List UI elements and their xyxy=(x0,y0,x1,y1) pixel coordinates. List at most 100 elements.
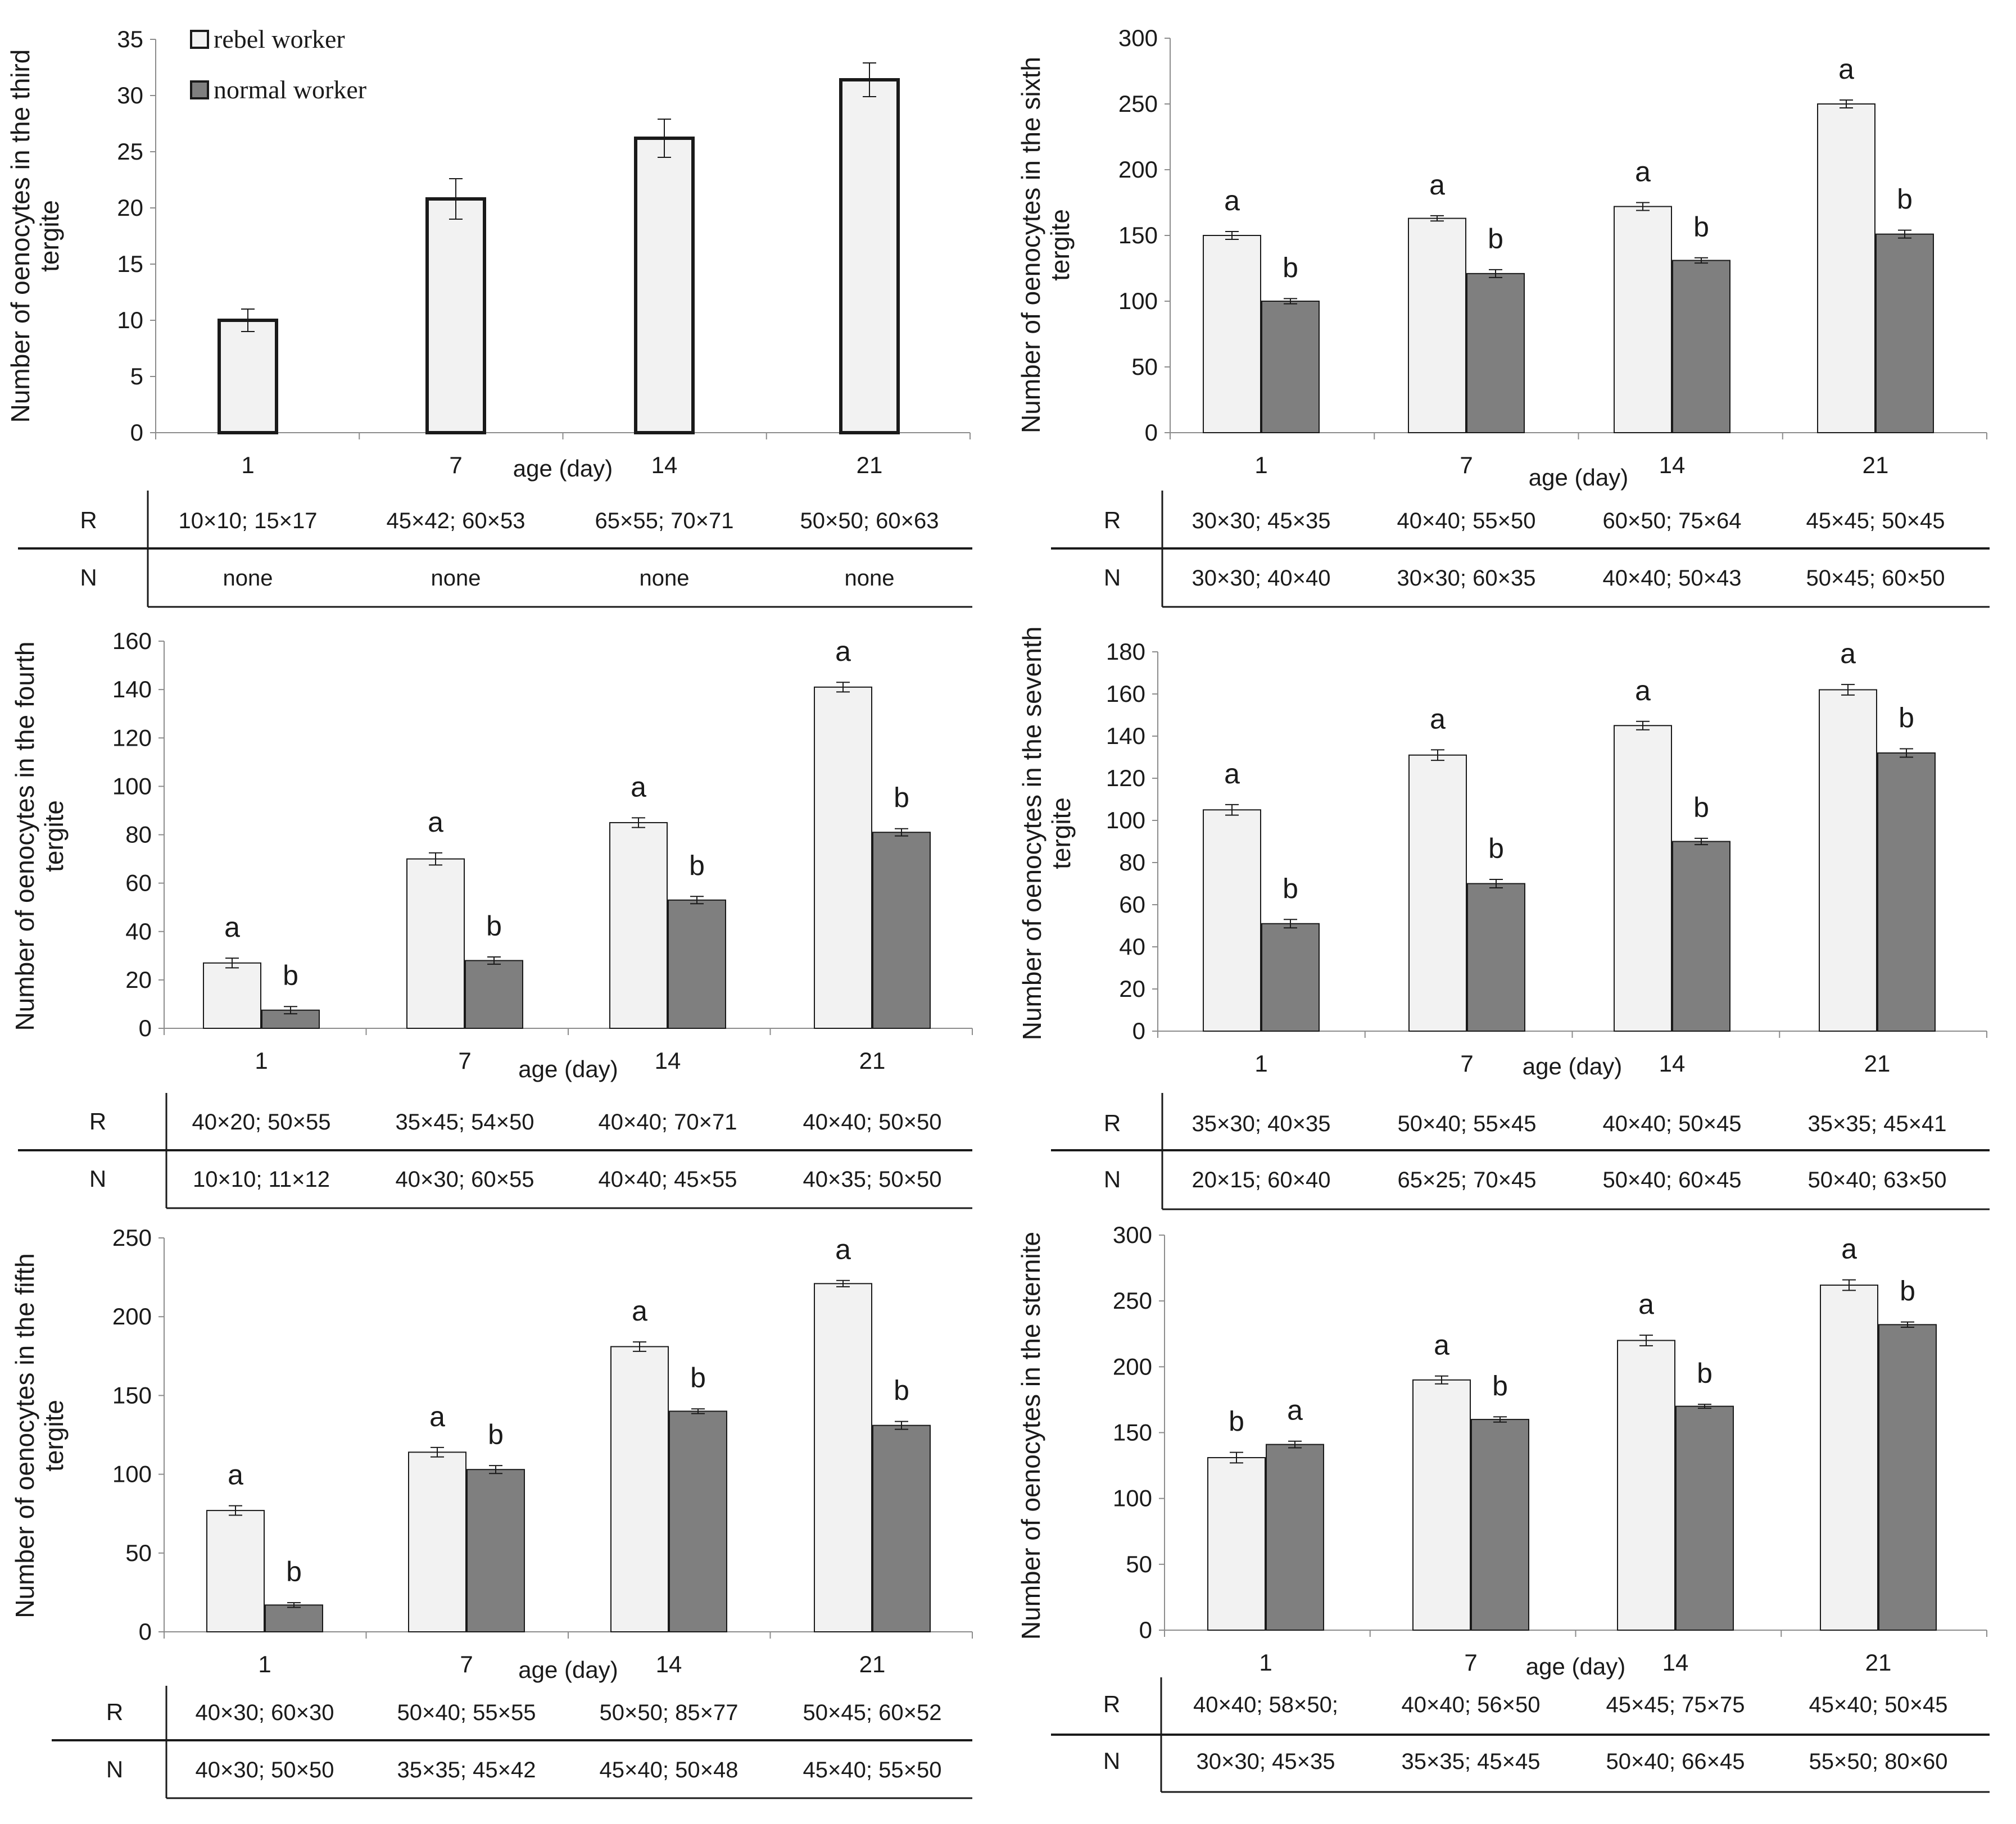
y-tick-label: 180 xyxy=(1106,638,1145,665)
significance-letter: b xyxy=(894,782,909,814)
significance-letter: a xyxy=(1430,703,1446,734)
y-tick-label: 60 xyxy=(1119,891,1145,918)
table-row-label-N: N xyxy=(80,564,97,591)
bar-normal-14 xyxy=(669,1410,727,1632)
table-row-label-R: R xyxy=(80,507,97,533)
x-tick-label: 14 xyxy=(1659,1050,1686,1077)
x-tick-label: 21 xyxy=(1865,1649,1892,1676)
bar-rebel-7 xyxy=(425,197,486,434)
x-tick-label: 7 xyxy=(449,452,462,478)
y-tick-label: 150 xyxy=(1113,1419,1152,1446)
table-cell-R: 40×40; 58×50; xyxy=(1193,1693,1338,1717)
y-tick-label: 120 xyxy=(1106,765,1145,791)
chart-panel-1: 0 5 10 15 20 25 30 35 1 7 14 21 age (day) Number of o… xyxy=(6,25,972,608)
x-tick-label: 1 xyxy=(241,452,254,478)
y-tick-label: 100 xyxy=(1106,807,1145,833)
bar-normal-21 xyxy=(872,832,931,1029)
significance-letter: a xyxy=(1635,156,1651,188)
y-tick-label: 250 xyxy=(1118,90,1158,117)
y-axis-title: Number of oenocytes in the thirdtergite xyxy=(6,49,64,423)
y-tick-label: 200 xyxy=(1118,156,1158,183)
x-tick-label: 1 xyxy=(258,1651,271,1677)
x-tick-label: 1 xyxy=(255,1047,268,1074)
table-cell-N: 50×40; 63×50 xyxy=(1808,1168,1947,1192)
significance-letter: b xyxy=(1897,184,1913,215)
y-tick-label: 250 xyxy=(112,1224,152,1251)
x-tick-label: 21 xyxy=(857,452,883,478)
table-cell-R: 45×45; 50×45 xyxy=(1806,509,1945,533)
y-axis-title-line: tergite xyxy=(1046,797,1076,869)
dimension-table: R N 40×40; 58×50; 40×40; 56×50 45×45; 75×75 4… xyxy=(1051,1677,1990,1793)
significance-letter: b xyxy=(1697,1358,1713,1389)
legend-label-rebel: rebel worker xyxy=(214,25,345,53)
bar-normal-21 xyxy=(1875,233,1934,433)
chart-panel-2: 0 50 100 150 200 250 300 1 7 14 21 age (day) Number … xyxy=(1016,25,1990,608)
significance-letter: a xyxy=(1224,758,1240,790)
table-cell-N: 30×30; 40×40 xyxy=(1192,566,1331,591)
y-axis-title-line: Number of oenocytes in the fifth xyxy=(10,1253,39,1618)
bar-normal-21 xyxy=(872,1424,931,1633)
table-cell-N: none xyxy=(223,566,273,591)
y-tick-label: 0 xyxy=(139,1015,152,1041)
bar-rebel-7 xyxy=(406,858,465,1029)
table-row-label-R: R xyxy=(106,1699,123,1725)
dimension-table: R N 35×30; 40×35 50×40; 55×45 40×40; 50×45 35… xyxy=(1051,1093,1990,1210)
bar-rebel-14 xyxy=(1614,206,1672,433)
y-tick-label: 20 xyxy=(125,967,152,993)
table-row-label-N: N xyxy=(1104,564,1121,591)
bar-normal-7 xyxy=(1471,1419,1529,1631)
bar-normal-1 xyxy=(1261,301,1320,433)
bar-normal-7 xyxy=(465,960,523,1029)
significance-letter: b xyxy=(1900,1276,1915,1307)
significance-letter: a xyxy=(428,806,443,838)
bar-rebel-7 xyxy=(408,1451,466,1632)
x-tick-label: 21 xyxy=(1864,1050,1891,1077)
x-tick-label: 7 xyxy=(1460,452,1473,478)
bar-rebel-21 xyxy=(1820,1285,1878,1631)
bar-normal-7 xyxy=(466,1469,525,1632)
y-tick-label: 200 xyxy=(112,1303,152,1330)
table-cell-R: 45×45; 75×75 xyxy=(1606,1693,1745,1717)
y-tick-label: 100 xyxy=(112,1461,152,1487)
bar-rebel-14 xyxy=(1617,1340,1675,1631)
table-cell-N: 50×40; 60×45 xyxy=(1603,1168,1742,1192)
legend-label-normal: normal worker xyxy=(214,75,366,104)
bar-rebel-1 xyxy=(1207,1457,1266,1631)
y-tick-label: 150 xyxy=(1118,222,1158,248)
x-axis-title: age (day) xyxy=(518,1657,618,1683)
y-axis-title: Number of oenocytes in the sternite xyxy=(1016,1232,1045,1640)
significance-letter: b xyxy=(1693,211,1709,243)
y-tick-label: 40 xyxy=(125,918,152,945)
y-tick-label: 200 xyxy=(1113,1353,1152,1380)
y-tick-label: 40 xyxy=(1119,933,1145,960)
y-tick-label: 0 xyxy=(1145,419,1158,446)
y-tick-label: 25 xyxy=(117,138,143,165)
y-tick-label: 100 xyxy=(1118,288,1158,314)
table-cell-R: 40×20; 50×55 xyxy=(192,1110,331,1135)
table-cell-R: 35×35; 45×41 xyxy=(1808,1111,1947,1136)
y-tick-label: 150 xyxy=(112,1382,152,1408)
bar-rebel-1 xyxy=(218,319,278,434)
significance-letter: a xyxy=(1840,638,1856,669)
y-axis-title-line: tergite xyxy=(1045,209,1075,281)
y-tick-label: 160 xyxy=(112,628,152,654)
legend: rebel worker normal worker xyxy=(190,25,366,104)
table-cell-N: 10×10; 11×12 xyxy=(193,1167,330,1192)
bar-rebel-21 xyxy=(1819,689,1877,1032)
y-tick-label: 100 xyxy=(112,773,152,799)
bar-rebel-14 xyxy=(634,137,695,434)
y-tick-label: 0 xyxy=(139,1618,152,1645)
bar-rebel-21 xyxy=(814,686,872,1029)
y-tick-label: 80 xyxy=(1119,849,1145,875)
table-cell-R: 50×50; 85×77 xyxy=(600,1700,739,1725)
bar-normal-7 xyxy=(1467,883,1525,1032)
table-row-label-R: R xyxy=(1104,507,1121,533)
table-cell-N: none xyxy=(640,566,690,591)
y-tick-label: 100 xyxy=(1113,1485,1152,1512)
x-axis-title: age (day) xyxy=(518,1056,618,1082)
table-cell-N: 50×45; 60×50 xyxy=(1806,566,1945,591)
y-axis-title-line: tergite xyxy=(35,200,64,272)
significance-letter: b xyxy=(1488,223,1503,255)
x-axis-title: age (day) xyxy=(1526,1653,1625,1680)
x-tick-label: 14 xyxy=(655,1047,681,1074)
